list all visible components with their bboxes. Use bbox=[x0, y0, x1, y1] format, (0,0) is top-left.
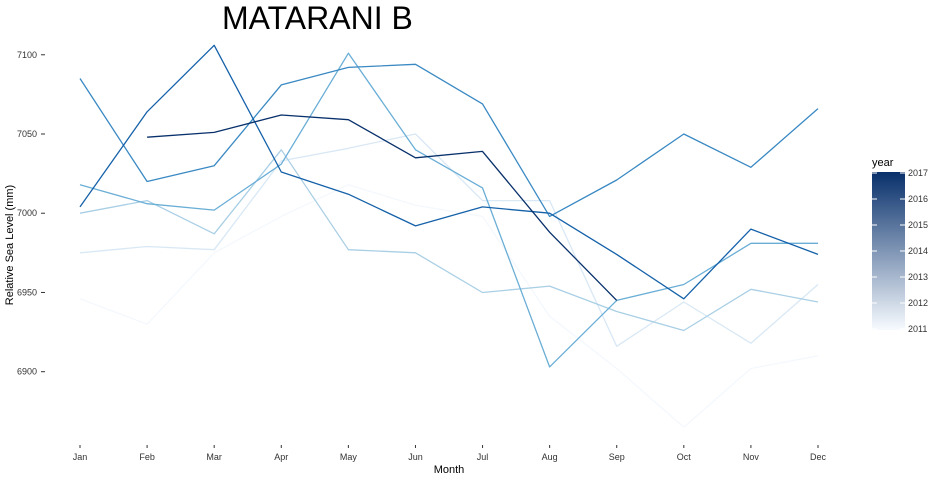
x-axis-title: Month bbox=[434, 464, 465, 476]
series-line-2011 bbox=[79, 184, 819, 428]
legend-label: 2012 bbox=[908, 298, 928, 308]
legend-title: year bbox=[872, 157, 894, 169]
x-tick-label: Jun bbox=[408, 452, 423, 462]
x-tick-label: Nov bbox=[743, 452, 760, 462]
y-axis: 6900 6950 7000 7050 7100 bbox=[17, 50, 45, 377]
series-layer bbox=[79, 44, 819, 428]
series-line-2016 bbox=[79, 44, 819, 300]
x-tick-label: Apr bbox=[274, 452, 288, 462]
legend-colorbar bbox=[872, 172, 905, 330]
x-tick-label: Feb bbox=[139, 452, 155, 462]
x-axis: Jan Feb Mar Apr May Jun Jul Aug Sep Oct Nov Dec bbox=[73, 445, 827, 462]
legend: year 2017 2016 2015 2014 2013 2012 2011 bbox=[872, 157, 928, 334]
legend-label: 2011 bbox=[908, 324, 927, 334]
legend-ticks: 2017 2016 2015 2014 2013 2012 2011 bbox=[872, 168, 928, 334]
x-tick-label: Sep bbox=[609, 452, 625, 462]
x-tick-label: May bbox=[340, 452, 358, 462]
legend-label: 2016 bbox=[908, 194, 928, 204]
y-tick-label: 6950 bbox=[17, 287, 37, 297]
series-line-2014 bbox=[79, 52, 818, 368]
series-line-2017 bbox=[147, 114, 618, 301]
x-tick-label: Aug bbox=[542, 452, 558, 462]
x-tick-label: Oct bbox=[677, 452, 692, 462]
y-tick-label: 6900 bbox=[17, 367, 37, 377]
legend-label: 2017 bbox=[908, 168, 928, 178]
x-tick-label: Mar bbox=[206, 452, 222, 462]
series-line-2015 bbox=[79, 63, 819, 218]
y-tick-label: 7000 bbox=[17, 208, 37, 218]
x-tick-label: Jan bbox=[73, 452, 88, 462]
legend-label: 2014 bbox=[908, 246, 928, 256]
chart-title: MATARANI B bbox=[222, 0, 413, 36]
legend-label: 2013 bbox=[908, 272, 928, 282]
legend-label: 2015 bbox=[908, 220, 928, 230]
y-tick-label: 7050 bbox=[17, 129, 37, 139]
x-tick-label: Dec bbox=[810, 452, 827, 462]
series-line-2012 bbox=[79, 133, 819, 347]
y-tick-label: 7100 bbox=[17, 50, 37, 60]
series-line-2013 bbox=[79, 149, 819, 332]
y-axis-title: Relative Sea Level (mm) bbox=[4, 185, 16, 305]
x-tick-label: Jul bbox=[477, 452, 489, 462]
